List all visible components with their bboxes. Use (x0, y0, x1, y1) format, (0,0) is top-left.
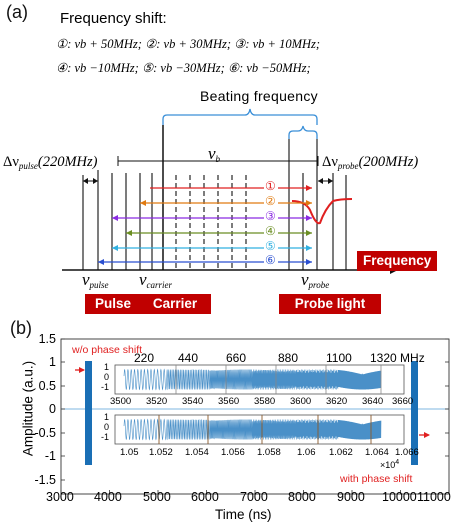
mhz-label-1320: 1320 MHz (370, 351, 425, 365)
equations-row-1: ①: νb + 50MHz; ②: νb + 30MHz; ③: νb + 10… (56, 37, 321, 51)
inset1-ytick-neg1: -1 (101, 382, 110, 392)
mhz-label-1100: 1100 (326, 351, 352, 365)
x-tick-7000: 7000 (240, 490, 268, 504)
x-axis-ticks (60, 490, 450, 494)
inset2-xtick-7: 1.064 (365, 447, 389, 458)
panel-b-label: (b) (10, 318, 32, 338)
arrow-label-2: ② (265, 194, 276, 208)
arrow-label-3: ③ (265, 209, 276, 223)
inset2-xtick-8: 1.066 (395, 447, 419, 458)
beating-brace-large (162, 108, 318, 125)
x-tick-4000: 4000 (94, 490, 122, 504)
mhz-label-440: 440 (178, 351, 199, 365)
frequency-diagram (62, 108, 398, 274)
inset-1 (114, 364, 405, 395)
inset1-xtick-3: 3560 (218, 396, 240, 407)
panel-a-label: (a) (6, 2, 28, 22)
x-tick-11000: 11000 (417, 490, 451, 504)
frequency-box: Frequency (357, 251, 438, 271)
inset1-xtick-0: 3500 (110, 396, 132, 407)
shift-arrows (98, 185, 312, 265)
inset2-xtick-1: 1.052 (149, 447, 173, 458)
inset1-xtick-7: 3640 (362, 396, 384, 407)
inset1-xtick-8: 3660 (392, 396, 414, 407)
inset2-ytick-1: 1 (104, 412, 110, 422)
y-tick-neg1: -1 (44, 449, 56, 463)
nu-carrier-label: νcarrier (139, 270, 173, 290)
mhz-label-880: 880 (278, 351, 299, 365)
frequency-shift-title: Frequency shift: (60, 10, 167, 27)
inset-2-waveform (123, 418, 382, 441)
inset2-ytick-0: 0 (104, 422, 110, 432)
arrow-label-1: ① (265, 179, 276, 193)
beating-frequency-label: Beating frequency (200, 88, 318, 104)
inset2-xtick-4: 1.058 (257, 447, 281, 458)
nu-pulse-label: νpulse (82, 270, 109, 290)
y-tick-neg1.5: -1.5 (34, 473, 56, 487)
inset1-xtick-2: 3540 (182, 396, 204, 407)
wave2-trace (123, 418, 382, 441)
y-tick-neg0.5: -0.5 (34, 426, 56, 440)
wo-phase-shift-label: w/o phase shift (72, 344, 143, 356)
nu-b-label: νb (208, 144, 221, 164)
delta-probe-label: Δνprobe(200MHz) (322, 154, 419, 171)
carrier-comb-dashed (175, 175, 247, 270)
equations-row-2: ④: νb −10MHz; ⑤: νb −30MHz; ⑥: νb −50MHz… (56, 61, 311, 75)
y-tick-0.5: 0.5 (38, 379, 56, 393)
y-tick-0: 0 (49, 402, 56, 416)
inset1-xtick-4: 3580 (254, 396, 276, 407)
y-tick-1.5: 1.5 (38, 332, 56, 346)
left-signal-bar (85, 361, 92, 465)
inset2-xtick-0: 1.05 (120, 447, 139, 458)
x-tick-5000: 5000 (143, 490, 171, 504)
x-tick-10000: 10000 (382, 490, 417, 504)
inset2-xtick-6: 1.062 (329, 447, 353, 458)
inset1-xtick-6: 3620 (326, 396, 348, 407)
x-tick-8000: 8000 (288, 490, 316, 504)
pulse-comb-lines (82, 170, 153, 270)
mhz-label-660: 660 (226, 351, 247, 365)
arrow-label-5: ⑤ (265, 239, 276, 253)
mhz-label-220: 220 (134, 351, 155, 365)
delta-pulse-label: Δνpulse(220MHz) (3, 154, 98, 171)
inset1-xtick-5: 3600 (290, 396, 312, 407)
x-axis-label: Time (ns) (215, 507, 272, 522)
inset-2 (114, 414, 405, 445)
pulse-box: Pulse (85, 294, 141, 314)
y-tick-1: 1 (49, 355, 56, 369)
arrow-number-bg (264, 181, 278, 269)
wave1-trace (123, 368, 382, 391)
inset2-xtick-5: 1.06 (297, 447, 316, 458)
x-tick-6000: 6000 (191, 490, 219, 504)
x-tick-9000: 9000 (337, 490, 365, 504)
inset1-ytick-0: 0 (104, 372, 110, 382)
inset2-exponent: ×104 (380, 459, 400, 470)
inset2-ytick-neg1: -1 (101, 432, 110, 442)
y-axis-label: Amplitude (a.u.) (20, 360, 36, 457)
arrow-label-6: ⑥ (265, 253, 276, 267)
inset2-xtick-3: 1.056 (221, 447, 245, 458)
inset2-xtick-2: 1.054 (185, 447, 209, 458)
inset1-xtick-1: 3520 (146, 396, 168, 407)
inset-1-waveform (123, 368, 382, 391)
nu-probe-label: νprobe (301, 270, 330, 290)
right-signal-bar (411, 361, 418, 465)
arrow-label-4: ④ (265, 224, 276, 238)
amplitude-chart (60, 338, 450, 495)
probe-light-box: Probe light (279, 294, 381, 314)
inset1-ytick-1: 1 (104, 362, 110, 372)
with-phase-shift-label: with phase shift (340, 473, 413, 485)
y-axis-ticks (61, 338, 449, 481)
beating-brace-small (288, 125, 318, 139)
carrier-box: Carrier (139, 294, 211, 314)
x-tick-3000: 3000 (46, 490, 74, 504)
